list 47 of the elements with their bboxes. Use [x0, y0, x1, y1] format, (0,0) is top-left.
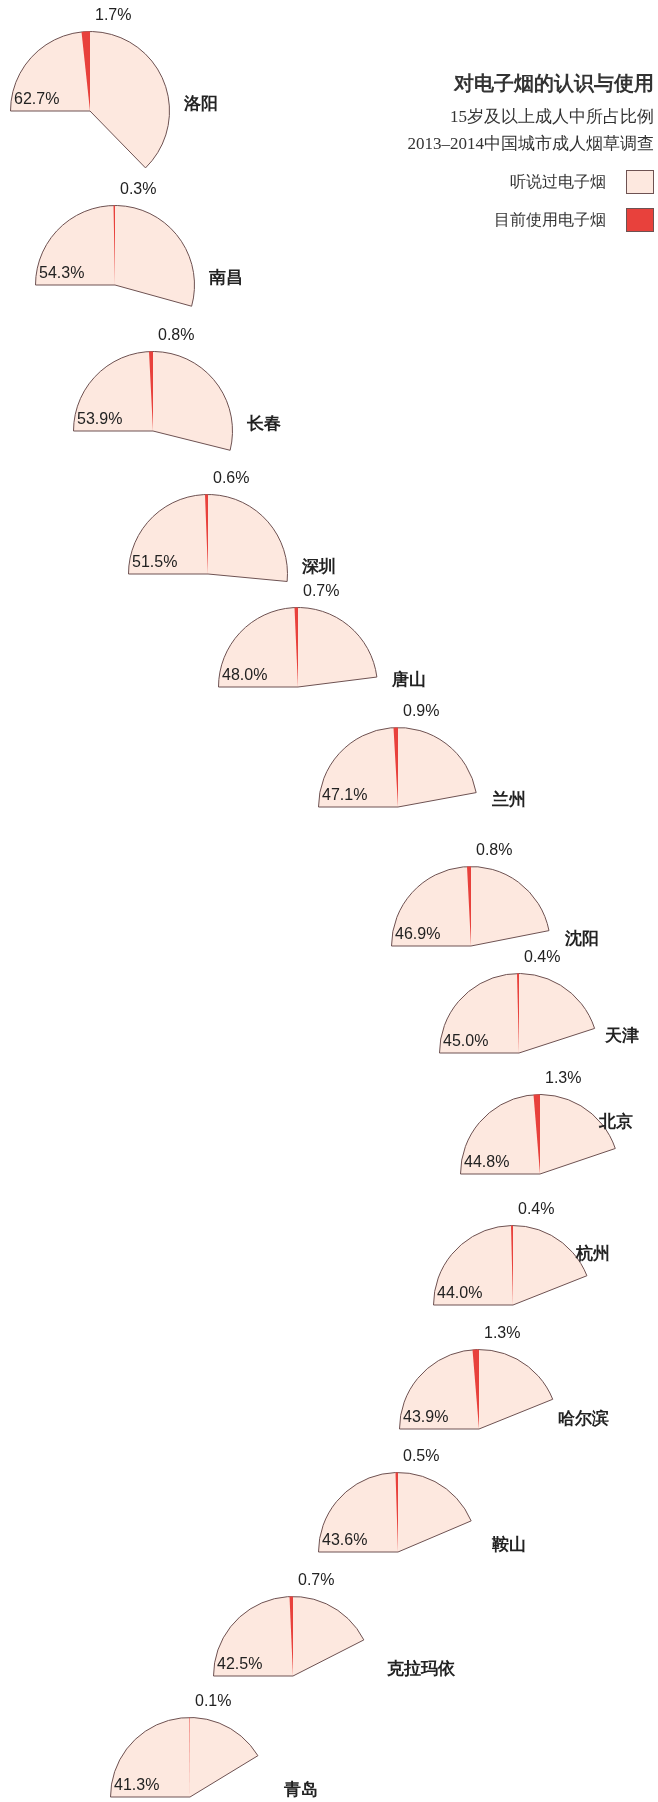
data-label: 0.4% [518, 1200, 555, 1218]
data-label: 43.6% [322, 1531, 368, 1549]
text: 杭州 [576, 1243, 610, 1265]
data-label: 0.1% [195, 1692, 232, 1710]
text: 克拉玛依 [387, 1658, 455, 1680]
data-label: 0.8% [158, 326, 195, 344]
text: 对电子烟的认识与使用 [452, 71, 654, 96]
data-label: 62.7% [14, 90, 60, 108]
data-label: 1.7% [95, 6, 132, 24]
text: 沈阳 [565, 928, 599, 950]
text: 哈尔滨 [558, 1408, 609, 1430]
data-label: 0.9% [403, 702, 440, 720]
data-label: 1.3% [484, 1324, 521, 1342]
data-label: 48.0% [222, 666, 268, 684]
text: 15岁及以上成人中所占比例 [449, 106, 654, 128]
text: 唐山 [392, 669, 426, 691]
text: 天津 [605, 1025, 639, 1047]
data-label: 44.8% [464, 1153, 510, 1171]
text: 北京 [599, 1111, 633, 1133]
data-label: 0.8% [476, 841, 513, 859]
data-label: 0.7% [298, 1571, 335, 1589]
text: 兰州 [492, 789, 526, 811]
data-label: 53.9% [77, 410, 123, 428]
data-label: 46.9% [395, 925, 441, 943]
text: 青岛 [284, 1779, 318, 1801]
data-label: 54.3% [39, 264, 85, 282]
data-label: 0.3% [120, 180, 157, 198]
data-label: 1.3% [545, 1069, 582, 1087]
text: 2013–2014中国城市成人烟草调查 [407, 133, 654, 155]
data-label: 0.5% [403, 1447, 440, 1465]
data-label: 42.5% [217, 1655, 263, 1673]
legend-label: 目前使用电子烟 [494, 209, 606, 230]
legend-label: 听说过电子烟 [510, 171, 606, 192]
text: 深圳 [302, 556, 336, 578]
data-label: 0.6% [213, 469, 250, 487]
text: 长春 [247, 413, 281, 435]
data-label: 0.7% [303, 582, 340, 600]
text: 南昌 [209, 267, 243, 289]
data-label: 41.3% [114, 1776, 160, 1794]
text: 鞍山 [492, 1534, 526, 1556]
data-label: 47.1% [322, 786, 368, 804]
text: 洛阳 [184, 93, 218, 115]
data-label: 45.0% [443, 1032, 489, 1050]
data-label: 43.9% [403, 1408, 449, 1426]
data-label: 44.0% [437, 1284, 483, 1302]
data-label: 0.4% [524, 948, 561, 966]
data-label: 51.5% [132, 553, 178, 571]
